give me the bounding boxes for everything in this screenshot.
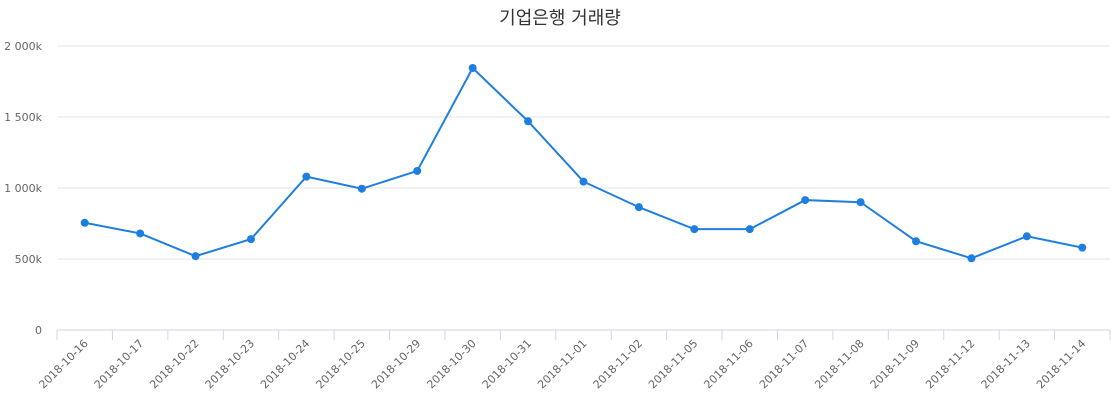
data-point bbox=[579, 177, 588, 186]
x-tick-label: 2018-11-07 bbox=[757, 337, 811, 391]
x-tick-label: 2018-10-31 bbox=[480, 337, 534, 391]
x-tick-label: 2018-11-13 bbox=[979, 337, 1033, 391]
data-point bbox=[1078, 243, 1087, 252]
data-point bbox=[80, 218, 89, 227]
data-point bbox=[468, 64, 477, 73]
data-point bbox=[413, 166, 422, 175]
x-tick-label: 2018-10-24 bbox=[258, 337, 312, 391]
data-point bbox=[967, 254, 976, 263]
data-point bbox=[745, 225, 754, 234]
data-point bbox=[912, 237, 921, 246]
series-line bbox=[84, 66, 1083, 260]
data-point bbox=[690, 225, 699, 234]
x-tick-label: 2018-11-06 bbox=[701, 337, 755, 391]
x-tick-label: 2018-10-23 bbox=[203, 337, 257, 391]
data-point bbox=[246, 235, 255, 244]
y-tick-label: 0 bbox=[35, 324, 42, 337]
x-tick-label: 2018-10-25 bbox=[314, 337, 368, 391]
data-point bbox=[357, 184, 366, 193]
x-tick-label: 2018-11-12 bbox=[923, 337, 977, 391]
data-point bbox=[136, 229, 145, 238]
x-tick-label: 2018-11-05 bbox=[646, 337, 700, 391]
x-tick-label: 2018-11-02 bbox=[591, 337, 645, 391]
y-tick-label: 1 500k bbox=[4, 111, 42, 124]
chart-title: 기업은행 거래량 bbox=[499, 8, 621, 29]
data-point bbox=[801, 196, 810, 205]
y-tick-label: 2 000k bbox=[4, 40, 42, 53]
data-point bbox=[634, 203, 643, 212]
x-tick-label: 2018-10-16 bbox=[36, 337, 90, 391]
x-tick-label: 2018-11-08 bbox=[812, 337, 866, 391]
x-tick-label: 2018-10-22 bbox=[147, 337, 201, 391]
data-point bbox=[524, 117, 533, 126]
data-point bbox=[191, 252, 200, 261]
x-tick-label: 2018-11-09 bbox=[868, 337, 922, 391]
y-tick-label: 1 000k bbox=[4, 182, 42, 195]
y-tick-label: 500k bbox=[15, 253, 43, 266]
data-point bbox=[302, 172, 311, 181]
x-tick-label: 2018-10-30 bbox=[424, 337, 478, 391]
x-tick-label: 2018-11-14 bbox=[1034, 337, 1088, 391]
x-tick-label: 2018-10-29 bbox=[369, 337, 423, 391]
x-tick-label: 2018-11-01 bbox=[535, 337, 589, 391]
data-point bbox=[1022, 232, 1031, 241]
x-tick-label: 2018-10-17 bbox=[92, 337, 146, 391]
data-point bbox=[856, 198, 865, 207]
